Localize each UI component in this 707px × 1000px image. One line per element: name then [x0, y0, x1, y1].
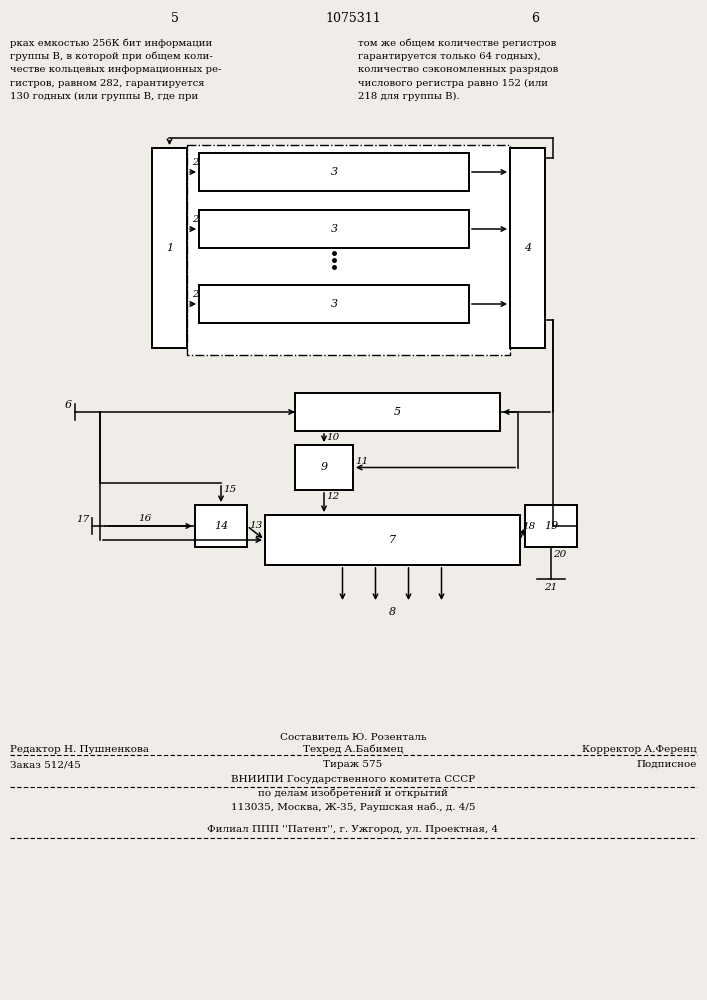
Text: количество сэкономленных разрядов: количество сэкономленных разрядов: [358, 65, 559, 74]
Text: Подписное: Подписное: [636, 760, 697, 769]
Bar: [199, 153, 469, 191]
Text: 21: 21: [544, 583, 558, 592]
Text: 218 для группы В).: 218 для группы В).: [358, 92, 460, 101]
Text: 130 годных (или группы В, где при: 130 годных (или группы В, где при: [10, 92, 198, 101]
Text: 14: 14: [214, 521, 228, 531]
Text: гистров, равном 282, гарантируется: гистров, равном 282, гарантируется: [10, 79, 204, 88]
Bar: [187, 145, 510, 355]
Text: Составитель Ю. Розенталь: Составитель Ю. Розенталь: [280, 733, 426, 742]
Bar: [295, 393, 500, 431]
Text: 12: 12: [326, 492, 339, 501]
Text: 113035, Москва, Ж-35, Раушская наб., д. 4/5: 113035, Москва, Ж-35, Раушская наб., д. …: [230, 803, 475, 812]
Text: 2: 2: [192, 290, 198, 299]
Text: Техред А.Бабимец: Техред А.Бабимец: [303, 745, 403, 754]
Text: 6: 6: [531, 11, 539, 24]
Text: 2: 2: [192, 215, 198, 224]
Text: 16: 16: [139, 514, 151, 523]
Text: 7: 7: [389, 535, 396, 545]
Text: Филиал ППП ''Патент'', г. Ужгород, ул. Проектная, 4: Филиал ППП ''Патент'', г. Ужгород, ул. П…: [207, 825, 498, 834]
Text: гарантируется только 64 годных),: гарантируется только 64 годных),: [358, 51, 541, 61]
Bar: [195, 505, 247, 547]
Bar: [525, 505, 577, 547]
Text: числового регистра равно 152 (или: числового регистра равно 152 (или: [358, 79, 548, 88]
Text: том же общем количестве регистров: том же общем количестве регистров: [358, 38, 556, 47]
Text: 18: 18: [522, 522, 535, 531]
Text: Заказ 512/45: Заказ 512/45: [10, 760, 81, 769]
Text: 3: 3: [330, 167, 337, 177]
Text: ВНИИПИ Государственного комитета СССР: ВНИИПИ Государственного комитета СССР: [231, 775, 475, 784]
Text: 13: 13: [249, 521, 262, 530]
Text: 9: 9: [320, 462, 327, 473]
Text: 5: 5: [394, 407, 401, 417]
Text: 20: 20: [553, 550, 566, 559]
Text: 5: 5: [171, 11, 179, 24]
Text: Тираж 575: Тираж 575: [323, 760, 382, 769]
Text: 3: 3: [330, 299, 337, 309]
Bar: [152, 148, 187, 348]
Text: честве кольцевых информационных ре-: честве кольцевых информационных ре-: [10, 65, 221, 74]
Text: 1: 1: [166, 243, 173, 253]
Bar: [265, 515, 520, 565]
Text: 3: 3: [330, 224, 337, 234]
Text: 17: 17: [77, 515, 90, 524]
Text: 1075311: 1075311: [325, 11, 381, 24]
Text: 4: 4: [524, 243, 531, 253]
Bar: [199, 210, 469, 248]
Text: Редактор Н. Пушненкова: Редактор Н. Пушненкова: [10, 745, 149, 754]
Text: Корректор А.Ференц: Корректор А.Ференц: [583, 745, 697, 754]
Text: 2: 2: [192, 158, 198, 167]
Text: рках емкостью 256К бит информации: рках емкостью 256К бит информации: [10, 38, 212, 47]
Text: 19: 19: [544, 521, 558, 531]
Bar: [295, 445, 353, 490]
Bar: [510, 148, 545, 348]
Text: группы В, в которой при общем коли-: группы В, в которой при общем коли-: [10, 51, 213, 61]
Text: по делам изобретений и открытий: по делам изобретений и открытий: [258, 789, 448, 798]
Text: 8: 8: [389, 607, 396, 617]
Text: 15: 15: [223, 485, 236, 494]
Text: 6: 6: [65, 400, 72, 410]
Text: 10: 10: [326, 433, 339, 442]
Text: 11: 11: [355, 456, 368, 466]
Bar: [199, 285, 469, 323]
